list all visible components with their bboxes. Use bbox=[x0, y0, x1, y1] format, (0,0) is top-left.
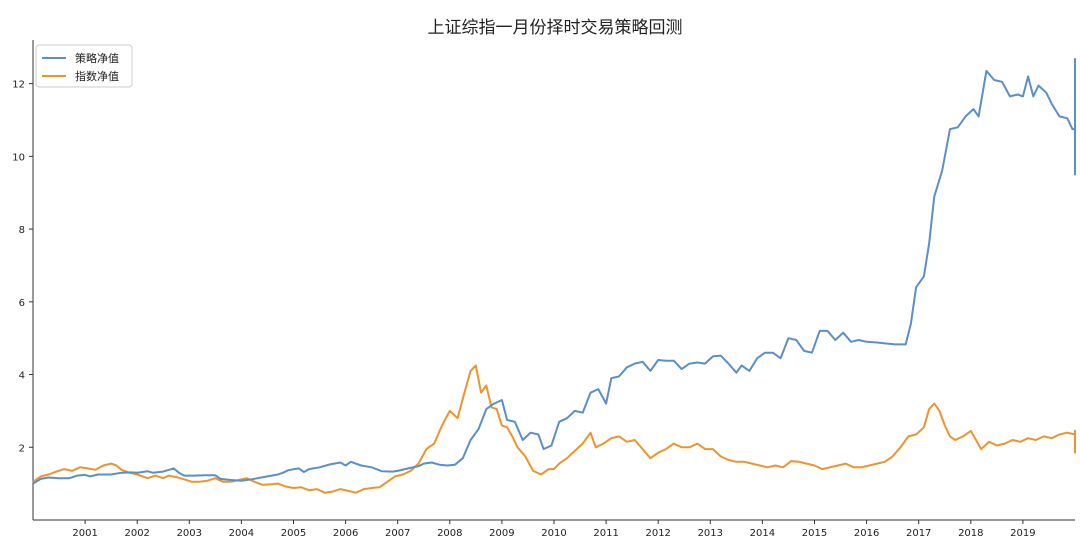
x-tick-label: 2014 bbox=[750, 528, 775, 539]
x-tick-label: 2019 bbox=[1010, 528, 1035, 539]
x-tick-label: 2011 bbox=[593, 528, 618, 539]
x-tick-label: 2018 bbox=[958, 528, 983, 539]
x-tick-label: 2006 bbox=[333, 528, 358, 539]
legend: 策略净值 指数净值 bbox=[35, 44, 133, 88]
series-layer bbox=[32, 58, 1076, 494]
legend-label-index: 指数净值 bbox=[75, 69, 119, 83]
axes: 2001 2002 2003 2004 2005 2006 2007 2008 2009 2010… bbox=[12, 40, 1075, 539]
y-tick-label: 12 bbox=[12, 80, 25, 91]
x-tick-label: 2010 bbox=[541, 528, 566, 539]
x-tick-label: 2003 bbox=[177, 528, 202, 539]
x-tick-label: 2009 bbox=[489, 528, 514, 539]
x-tick-label: 2002 bbox=[124, 528, 149, 539]
series-line-strategy bbox=[32, 58, 1076, 485]
x-tick-label: 2007 bbox=[385, 528, 410, 539]
x-tick-label: 2016 bbox=[854, 528, 879, 539]
x-tick-label: 2004 bbox=[229, 528, 254, 539]
x-tick-label: 2005 bbox=[281, 528, 306, 539]
x-tick-label: 2013 bbox=[698, 528, 723, 539]
x-tick-label: 2015 bbox=[802, 528, 827, 539]
x-tick-label: 2017 bbox=[906, 528, 931, 539]
y-tick-label: 10 bbox=[12, 152, 25, 163]
series-line-index bbox=[32, 364, 1076, 494]
x-tick-label: 2012 bbox=[645, 528, 670, 539]
chart-title: 上证综指一月份择时交易策略回测 bbox=[428, 18, 683, 38]
y-tick-label: 2 bbox=[19, 443, 25, 454]
y-tick-label: 6 bbox=[19, 298, 25, 309]
y-tick-label: 4 bbox=[19, 371, 25, 382]
y-tick-label: 8 bbox=[19, 225, 25, 236]
x-tick-label: 2008 bbox=[437, 528, 462, 539]
legend-label-strategy: 策略净值 bbox=[75, 51, 119, 65]
x-tick-label: 2001 bbox=[72, 528, 97, 539]
